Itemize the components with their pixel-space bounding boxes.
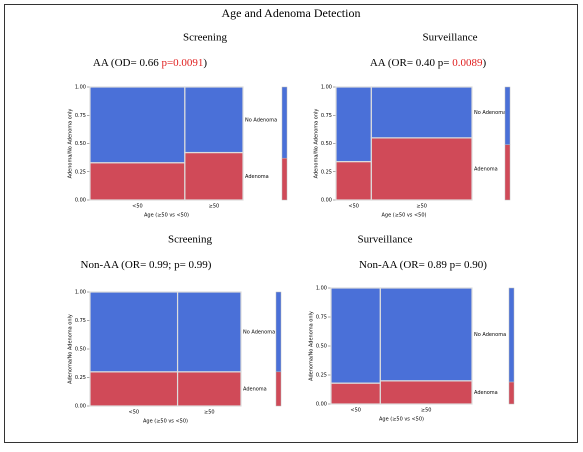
mosaic-cell — [176, 371, 242, 407]
marginal-bar — [275, 291, 282, 373]
mosaic-cell — [379, 287, 473, 382]
y-tick-label: 0.25 — [321, 169, 332, 175]
subtitle-part: p=0.0091 — [161, 57, 203, 69]
subtitle-part: ) — [482, 57, 486, 69]
y-tick-label: 0.00 — [316, 402, 327, 408]
x-tick-label: <50 — [350, 408, 361, 414]
mosaic-cell — [330, 382, 381, 405]
legend-label: No Adenoma — [245, 117, 277, 123]
panel-subtitle: Non-AA (OR= 0.99; p= 0.99) — [81, 259, 212, 271]
y-tick-label: 1.00 — [75, 290, 86, 296]
y-tick-label: 1.00 — [316, 286, 327, 292]
panel-subtitle: Non-AA (OR= 0.89 p= 0.90) — [359, 259, 487, 271]
x-tick-label: ≥50 — [209, 204, 220, 210]
y-tick-label: 0.25 — [75, 169, 86, 175]
panel-subtitle: AA (OR= 0.40 p= 0.0089) — [370, 57, 487, 69]
legend-label: Adenoma — [245, 174, 269, 180]
panel-title: Surveillance — [358, 234, 413, 246]
mosaic-cell — [379, 380, 473, 405]
figure-title: Age and Adenoma Detection — [222, 6, 361, 20]
y-tick-label: 1.00 — [75, 85, 86, 91]
panel-title: Surveillance — [423, 32, 478, 44]
x-tick-label: ≥50 — [204, 410, 215, 416]
mosaic-cell — [89, 86, 186, 164]
x-axis-label: Age (≥50 vs <50) — [143, 419, 188, 425]
subtitle-part: Non-AA (OR= 0.89 p= 0.90) — [359, 259, 487, 271]
legend-label: Adenoma — [243, 386, 267, 392]
subtitle-part: 0.0089 — [452, 57, 483, 69]
y-tick-label: 0.00 — [75, 198, 86, 204]
mosaic-cell — [370, 86, 473, 139]
mosaic-cell — [335, 86, 372, 163]
frame — [4, 4, 578, 443]
y-tick-label: 0.00 — [321, 198, 332, 204]
legend-label: Adenoma — [474, 166, 498, 172]
panel-subtitle: AA (OD= 0.66 p=0.0091) — [93, 57, 208, 69]
marginal-bar — [508, 381, 515, 405]
subtitle-part: AA (OD= 0.66 — [93, 57, 162, 69]
x-tick-label: ≥50 — [421, 408, 432, 414]
legend-label: No Adenoma — [474, 332, 506, 338]
y-tick-label: 0.25 — [75, 375, 86, 381]
mosaic-cell — [176, 291, 242, 373]
y-tick-label: 0.50 — [75, 141, 86, 147]
y-axis-label: Adenoma/No Adenoma only — [314, 109, 320, 179]
y-tick-label: 0.75 — [75, 318, 86, 324]
y-tick-label: 0.75 — [75, 113, 86, 119]
x-axis-label: Age (≥50 vs <50) — [379, 417, 424, 423]
marginal-bar — [508, 287, 515, 383]
y-tick-label: 0.25 — [316, 373, 327, 379]
y-tick-label: 1.00 — [321, 85, 332, 91]
x-tick-label: <50 — [132, 204, 143, 210]
marginal-bar — [275, 371, 282, 407]
mosaic-cell — [89, 162, 186, 201]
y-tick-label: 0.50 — [316, 344, 327, 350]
mosaic-cell — [89, 291, 179, 373]
y-axis-label: Adenoma/No Adenoma only — [68, 109, 74, 179]
y-tick-label: 0.50 — [321, 141, 332, 147]
panel-title: Screening — [183, 32, 227, 44]
y-tick-label: 0.50 — [75, 347, 86, 353]
x-tick-label: <50 — [348, 204, 359, 210]
x-tick-label: <50 — [129, 410, 140, 416]
mosaic-cell — [335, 160, 372, 201]
mosaic-cell — [184, 151, 244, 201]
x-axis-label: Age (≥50 vs <50) — [144, 213, 189, 219]
subtitle-part: ) — [203, 57, 207, 69]
subtitle-part: AA (OR= 0.40 p= — [370, 57, 452, 69]
y-axis-label: Adenoma/No Adenoma only — [68, 314, 74, 384]
legend-label: No Adenoma — [243, 329, 275, 335]
mosaic-cell — [89, 371, 179, 407]
marginal-bar — [281, 157, 288, 201]
legend-label: No Adenoma — [474, 110, 506, 116]
mosaic-cell — [370, 137, 473, 201]
marginal-bar — [504, 144, 511, 201]
mosaic-cell — [330, 287, 381, 384]
y-tick-label: 0.75 — [316, 315, 327, 321]
marginal-bar — [281, 86, 288, 159]
y-tick-label: 0.00 — [75, 404, 86, 410]
mosaic-cell — [184, 86, 244, 154]
x-axis-label: Age (≥50 vs <50) — [381, 213, 426, 219]
x-tick-label: ≥50 — [416, 204, 427, 210]
legend-label: Adenoma — [474, 390, 498, 396]
panel-title: Screening — [168, 234, 212, 246]
subtitle-part: Non-AA (OR= 0.99; p= 0.99) — [81, 259, 212, 271]
y-tick-label: 0.75 — [321, 113, 332, 119]
y-axis-label: Adenoma/No Adenoma only — [309, 311, 315, 381]
marginal-bar — [504, 86, 511, 145]
